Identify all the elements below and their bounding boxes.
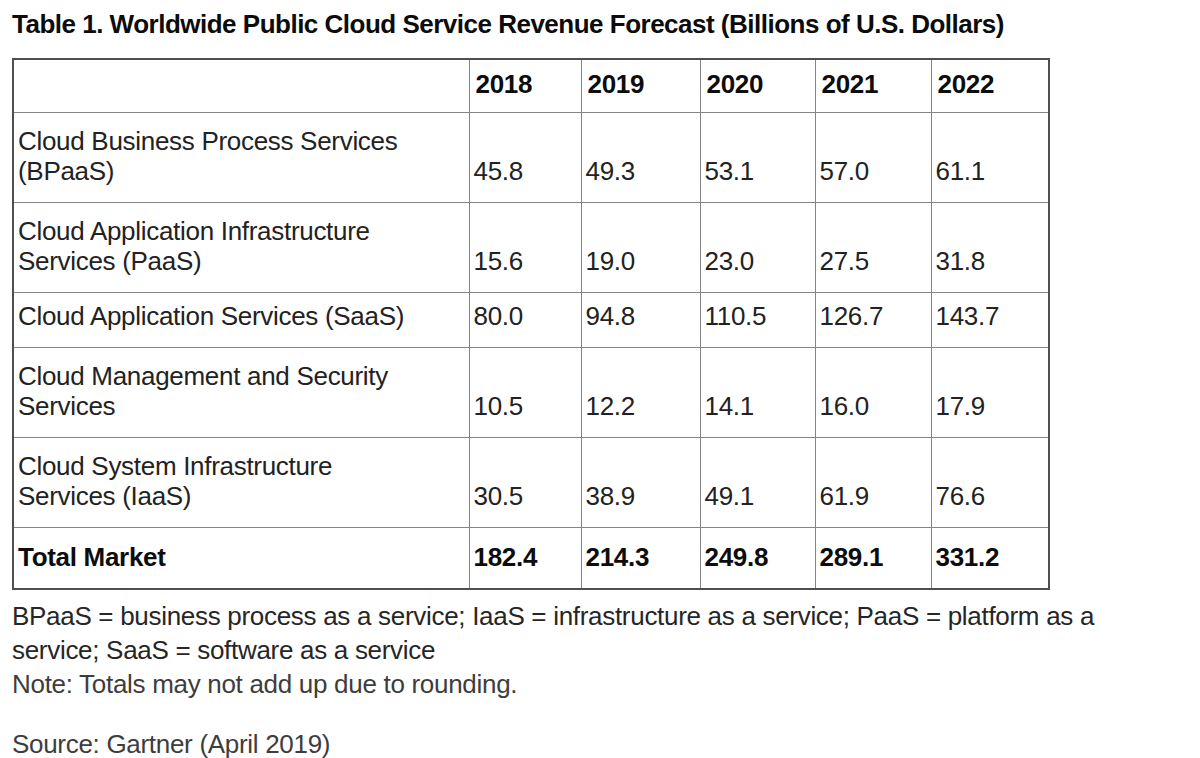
value-cell: 27.5 xyxy=(815,202,931,292)
value-cell: 143.7 xyxy=(931,292,1049,347)
year-header-2018: 2018 xyxy=(469,59,581,112)
value-cell: 110.5 xyxy=(700,292,815,347)
abbreviations-line-1: BPaaS = business process as a service; I… xyxy=(12,599,1188,633)
value-cell: 19.0 xyxy=(581,202,700,292)
abbreviations-line-2: service; SaaS = software as a service xyxy=(12,633,1188,667)
value-cell: 53.1 xyxy=(700,112,815,202)
table-header-row: 2018 2019 2020 2021 2022 xyxy=(13,59,1049,112)
value-cell: 38.9 xyxy=(581,437,700,527)
table-row-paas: Cloud Application Infrastructure Service… xyxy=(13,202,1049,292)
value-cell: 94.8 xyxy=(581,292,700,347)
value-cell: 12.2 xyxy=(581,347,700,437)
year-header-2020: 2020 xyxy=(700,59,815,112)
value-cell: 15.6 xyxy=(469,202,581,292)
value-cell: 14.1 xyxy=(700,347,815,437)
value-cell: 331.2 xyxy=(931,527,1049,589)
value-cell: 45.8 xyxy=(469,112,581,202)
rounding-note: Note: Totals may not add up due to round… xyxy=(12,667,1188,701)
value-cell: 31.8 xyxy=(931,202,1049,292)
value-cell: 61.9 xyxy=(815,437,931,527)
article-table-figure: Table 1. Worldwide Public Cloud Service … xyxy=(0,0,1200,758)
year-header-2022: 2022 xyxy=(931,59,1049,112)
value-cell: 182.4 xyxy=(469,527,581,589)
value-cell: 23.0 xyxy=(700,202,815,292)
row-label-total: Total Market xyxy=(13,527,469,589)
row-label: Cloud Business Process Services (BPaaS) xyxy=(13,112,469,202)
value-cell: 10.5 xyxy=(469,347,581,437)
table-row-iaas: Cloud System Infrastructure Services (Ia… xyxy=(13,437,1049,527)
value-cell: 49.3 xyxy=(581,112,700,202)
row-label: Cloud Application Services (SaaS) xyxy=(13,292,469,347)
value-cell: 80.0 xyxy=(469,292,581,347)
value-cell: 214.3 xyxy=(581,527,700,589)
value-cell: 17.9 xyxy=(931,347,1049,437)
row-label: Cloud Application Infrastructure Service… xyxy=(13,202,469,292)
row-label: Cloud System Infrastructure Services (Ia… xyxy=(13,437,469,527)
footnotes-block: BPaaS = business process as a service; I… xyxy=(12,599,1188,701)
revenue-forecast-table: 2018 2019 2020 2021 2022 Cloud Business … xyxy=(12,58,1050,590)
source-attribution: Source: Gartner (April 2019) xyxy=(12,729,1188,758)
value-cell: 49.1 xyxy=(700,437,815,527)
table-row-management-security: Cloud Management and Security Services 1… xyxy=(13,347,1049,437)
row-label: Cloud Management and Security Services xyxy=(13,347,469,437)
table-row-total-market: Total Market 182.4 214.3 249.8 289.1 331… xyxy=(13,527,1049,589)
value-cell: 249.8 xyxy=(700,527,815,589)
year-header-2021: 2021 xyxy=(815,59,931,112)
table-title: Table 1. Worldwide Public Cloud Service … xyxy=(12,9,1188,40)
value-cell: 76.6 xyxy=(931,437,1049,527)
value-cell: 61.1 xyxy=(931,112,1049,202)
value-cell: 30.5 xyxy=(469,437,581,527)
value-cell: 16.0 xyxy=(815,347,931,437)
table-row-bpaas: Cloud Business Process Services (BPaaS) … xyxy=(13,112,1049,202)
table-row-saas: Cloud Application Services (SaaS) 80.0 9… xyxy=(13,292,1049,347)
year-header-2019: 2019 xyxy=(581,59,700,112)
value-cell: 126.7 xyxy=(815,292,931,347)
value-cell: 289.1 xyxy=(815,527,931,589)
value-cell: 57.0 xyxy=(815,112,931,202)
corner-header-cell xyxy=(13,59,469,112)
